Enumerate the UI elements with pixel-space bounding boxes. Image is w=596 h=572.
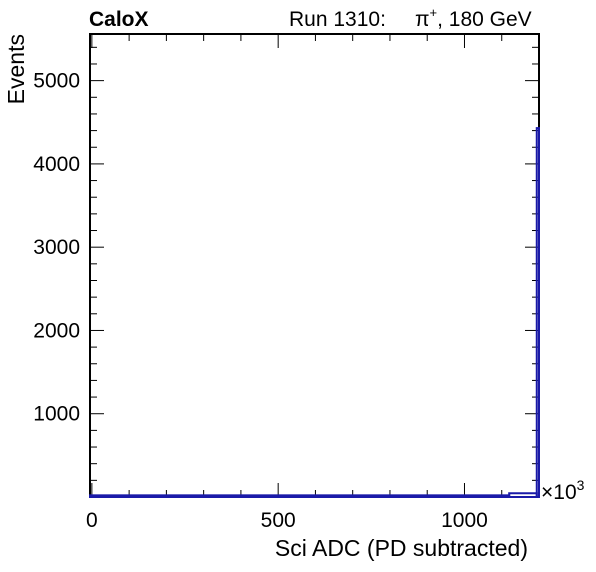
y-tick-label: 4000 [33, 153, 80, 176]
y-tick-label: 1000 [33, 403, 80, 426]
x-tick-label: 1000 [441, 509, 488, 532]
y-tick-label: 3000 [33, 236, 80, 259]
x-axis-label: Sci ADC (PD subtracted) [275, 535, 528, 561]
plot-frame [89, 33, 540, 498]
histogram-bin [508, 492, 538, 498]
histogram-series [89, 127, 541, 499]
x-axis-ticks [91, 34, 540, 497]
x-axis-tick-labels: 0 500 1000 [86, 509, 488, 532]
histogram-bin [89, 494, 511, 499]
y-axis-label: Events [3, 34, 29, 104]
y-tick-label: 5000 [33, 70, 80, 93]
particle-charge: + [430, 5, 438, 20]
experiment-label: CaloX [89, 8, 149, 31]
energy-label: , 180 GeV [437, 8, 532, 31]
x-multiplier: ×103 [541, 477, 585, 504]
x-tick-label: 0 [86, 509, 98, 532]
particle-label: π+, 180 GeV [415, 5, 532, 31]
x-multiplier-base: ×10 [541, 481, 577, 504]
y-tick-label: 2000 [33, 319, 80, 342]
y-axis-ticks [90, 46, 539, 481]
x-tick-label: 500 [261, 509, 296, 532]
y-axis-tick-labels: 1000 2000 3000 4000 5000 [33, 70, 80, 426]
run-label: Run 1310: [289, 8, 386, 31]
histogram-bin [535, 127, 541, 499]
particle-symbol: π [415, 8, 430, 31]
x-multiplier-exponent: 3 [577, 477, 585, 493]
